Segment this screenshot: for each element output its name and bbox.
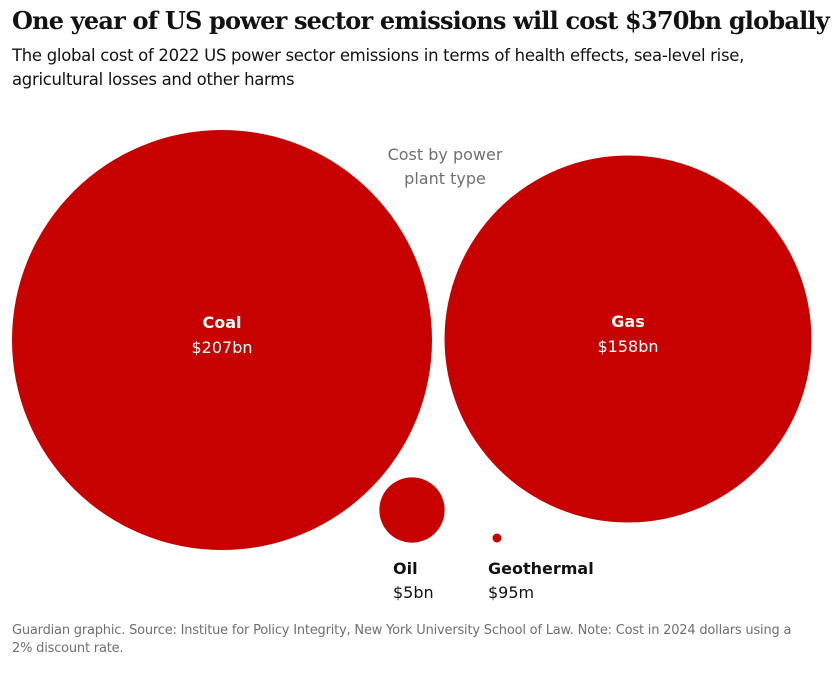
bubble-coal xyxy=(12,130,432,550)
bubble-label-geothermal: Geothermal xyxy=(488,559,594,578)
bubble-value-gas: $158bn xyxy=(597,337,658,356)
bubble-oil xyxy=(379,477,445,543)
bubble-value-coal: $207bn xyxy=(191,338,252,357)
annotation-line: Cost by power xyxy=(388,145,503,164)
bubble-label-coal: Coal xyxy=(202,313,241,332)
annotation-line: plant type xyxy=(404,169,486,188)
chart-subtitle: The global cost of 2022 US power sector … xyxy=(12,46,745,89)
bubble-label-oil: Oil xyxy=(393,559,418,578)
bubble-geothermal xyxy=(492,533,502,543)
bubble-gas xyxy=(444,155,812,523)
bubble-value-geothermal: $95m xyxy=(488,583,534,602)
source-note: Guardian graphic. Source: Institue for P… xyxy=(12,623,792,656)
chart-title: One year of US power sector emissions wi… xyxy=(12,6,830,35)
bubble-value-oil: $5bn xyxy=(393,583,434,602)
bubble-label-gas: Gas xyxy=(611,312,644,331)
